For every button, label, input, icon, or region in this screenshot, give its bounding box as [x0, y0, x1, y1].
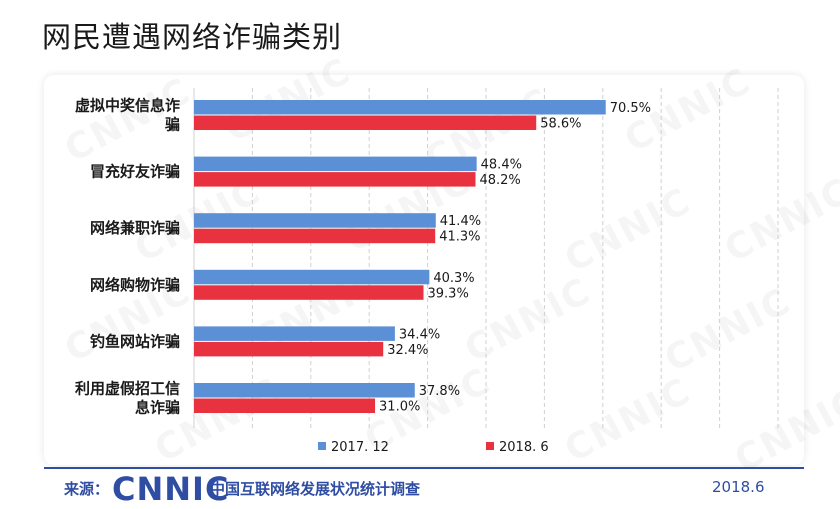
category-label: 冒充好友诈骗	[90, 163, 180, 181]
legend-swatch	[318, 442, 326, 450]
category-label: 息诈骗	[135, 399, 180, 417]
bar-2018-6	[194, 172, 476, 187]
bar-2017-12	[194, 383, 415, 398]
category-label: 网络兼职诈骗	[90, 219, 180, 237]
bar-value-label: 39.3%	[428, 286, 469, 301]
footer-source-label: 来源：	[64, 480, 110, 498]
bar-2017-12	[194, 213, 436, 228]
footer-survey-name: 中国互联网络发展状况统计调查	[210, 480, 421, 498]
bar-value-label: 48.2%	[479, 173, 520, 188]
legend-swatch	[486, 442, 494, 450]
page-title: 网民遭遇网络诈骗类别	[42, 20, 343, 54]
bar-2018-6	[194, 228, 436, 244]
bar-2018-6	[194, 398, 376, 413]
bar-2017-12	[194, 269, 430, 285]
bar-2018-6	[194, 285, 424, 300]
category-label: 虚拟中奖信息诈	[75, 97, 180, 115]
bar-value-label: 48.4%	[481, 158, 522, 173]
bar-2017-12	[194, 100, 606, 115]
footer-divider	[44, 467, 804, 469]
legend-label: 2017. 12	[331, 440, 389, 455]
bar-value-label: 31.0%	[379, 400, 420, 415]
bar-value-label: 70.5%	[610, 101, 651, 116]
bar-2017-12	[194, 326, 395, 341]
bar-value-label: 58.6%	[540, 117, 581, 132]
bar-value-label: 41.3%	[439, 230, 480, 245]
category-label: 网络购物诈骗	[90, 276, 180, 294]
bar-2018-6	[194, 341, 384, 357]
category-label: 骗	[165, 116, 180, 134]
bar-value-label: 37.8%	[419, 384, 460, 399]
category-label: 钓鱼网站诈骗	[90, 332, 180, 350]
bar-value-label: 32.4%	[387, 343, 428, 358]
legend-label: 2018. 6	[499, 440, 549, 455]
bar-2018-6	[194, 115, 537, 130]
bar-value-label: 41.4%	[440, 214, 481, 229]
cnnic-logo: CNNIC	[112, 470, 230, 508]
bar-2017-12	[194, 156, 477, 172]
category-label: 利用虚假招工信	[75, 380, 180, 398]
bar-value-label: 40.3%	[433, 271, 474, 286]
bar-value-label: 34.4%	[399, 327, 440, 342]
footer-date: 2018.6	[712, 478, 765, 496]
